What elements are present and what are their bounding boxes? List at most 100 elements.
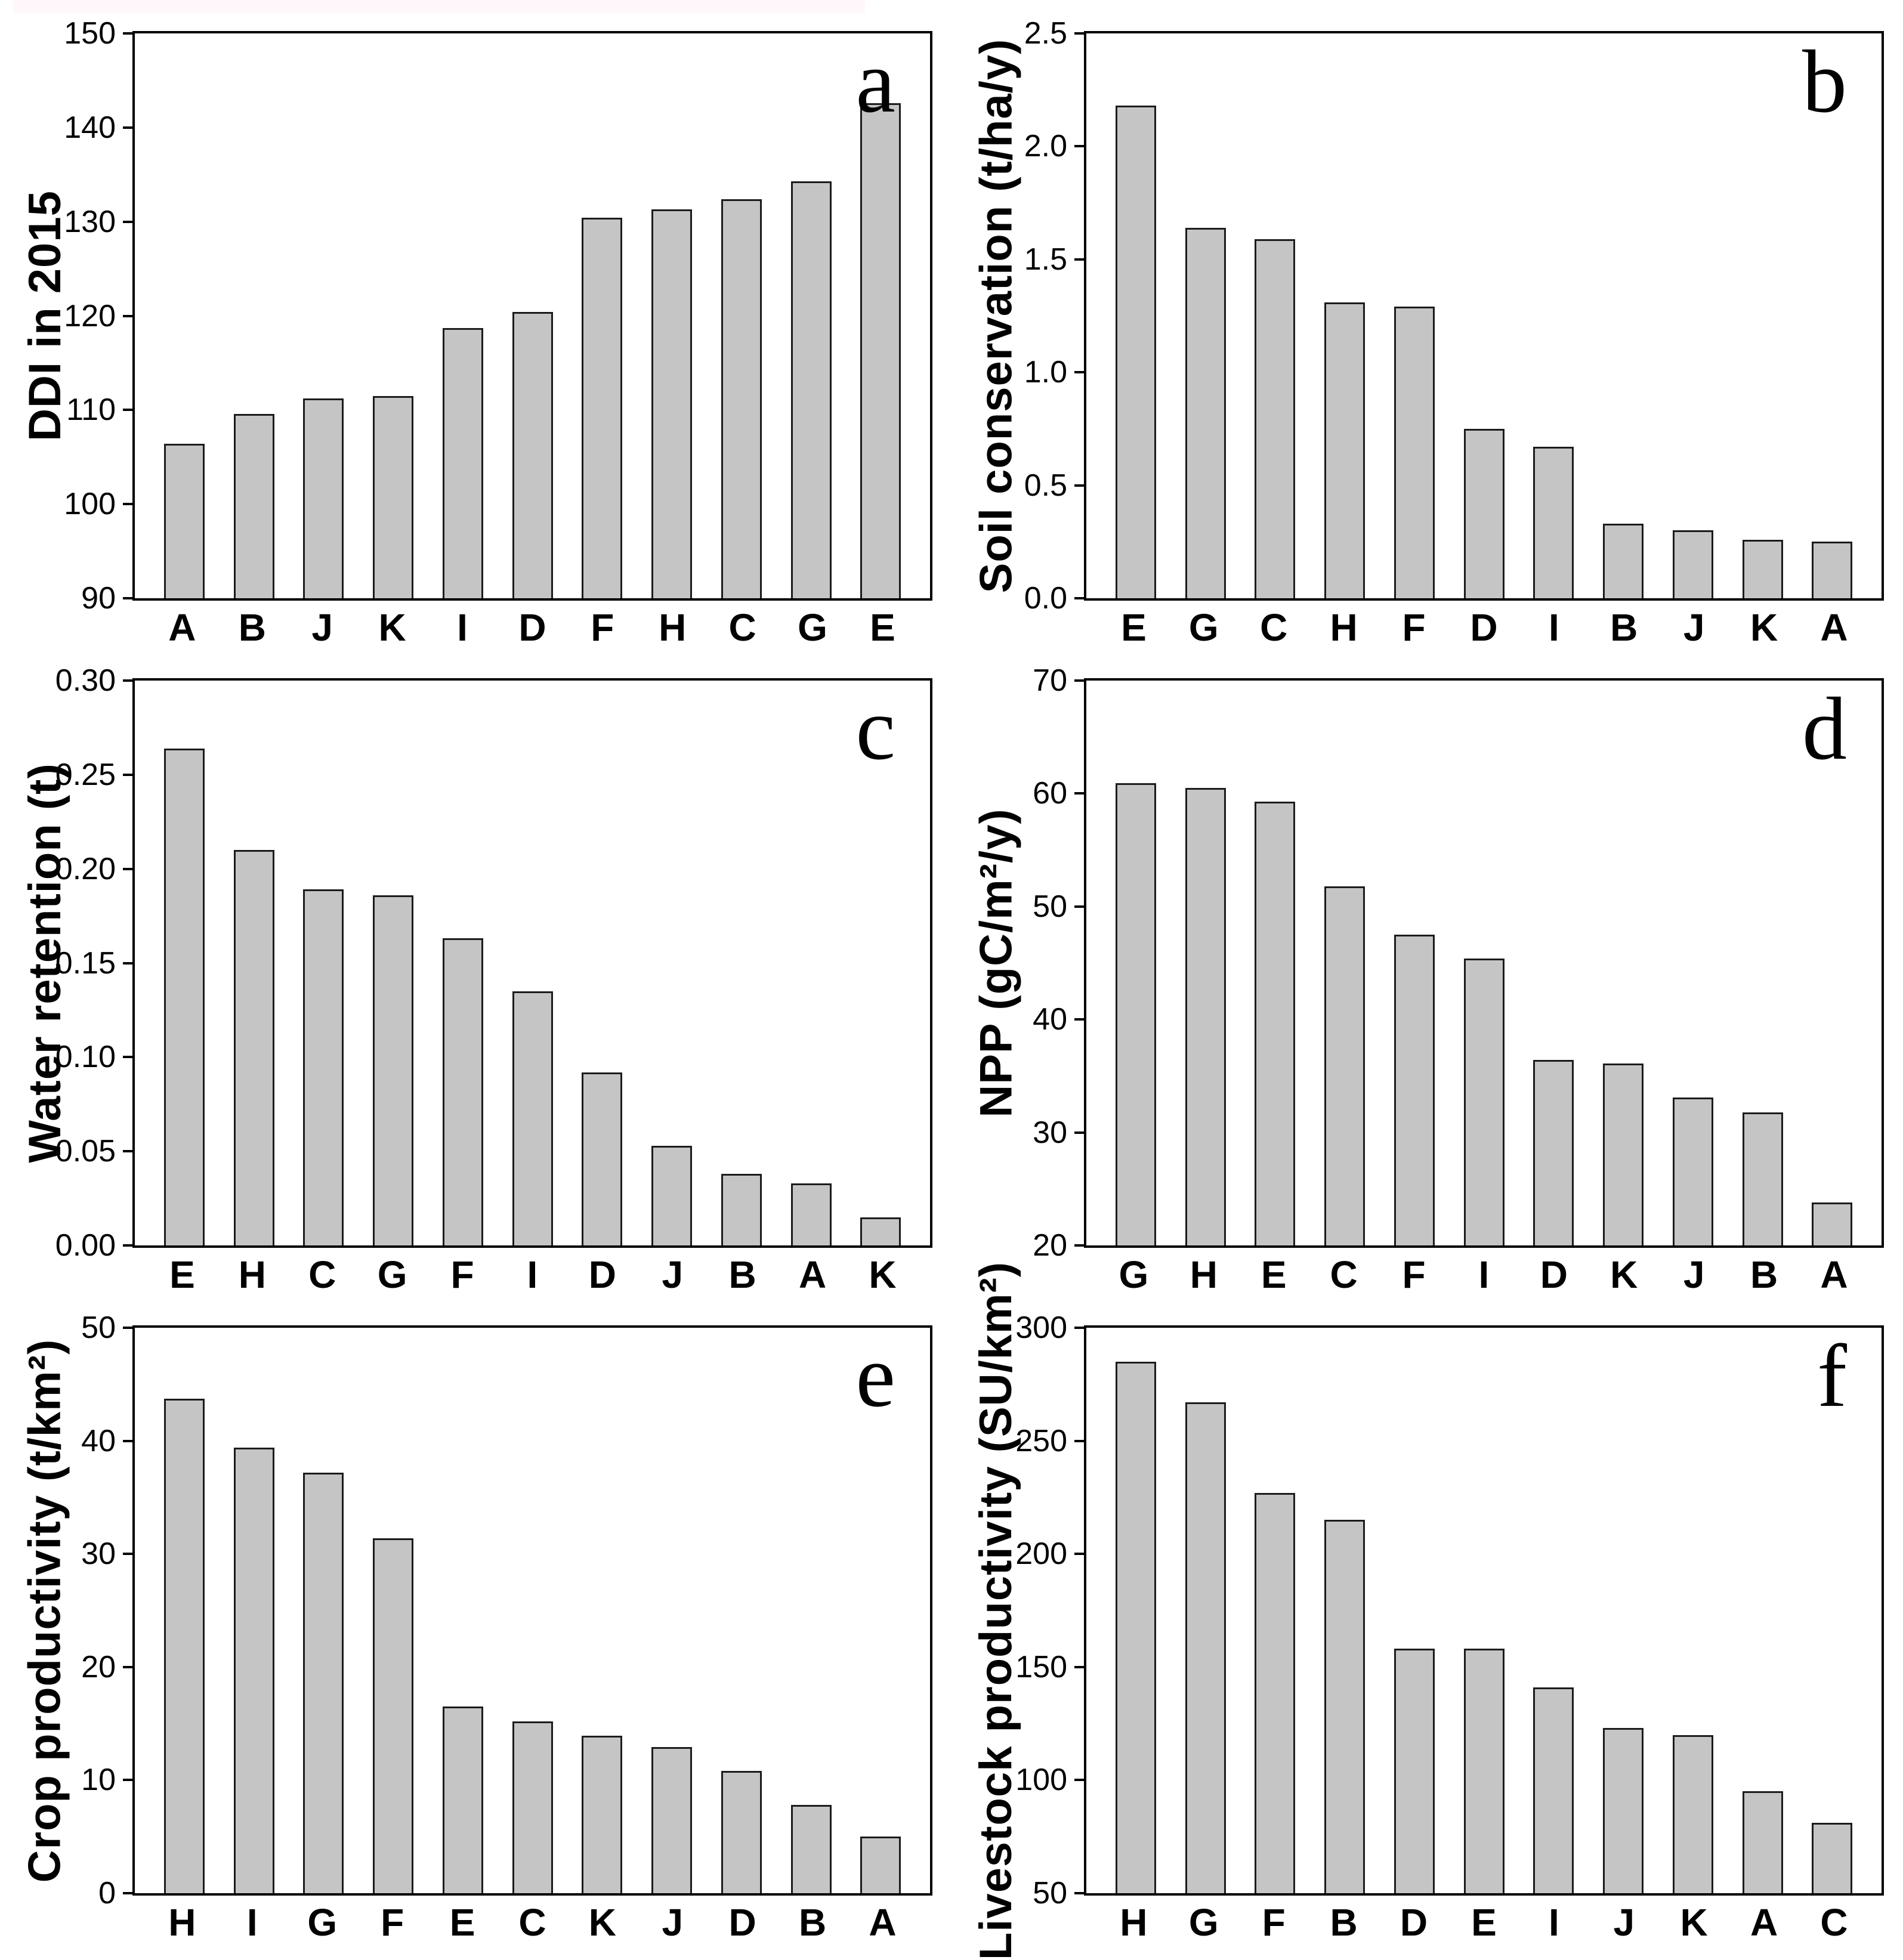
y-tick-mark <box>1074 258 1086 261</box>
x-category-label-k: K <box>1610 1253 1638 1296</box>
y-axis-title-wrap: Crop productivity (t/km²) <box>0 1325 89 1896</box>
x-category-label-k: K <box>1750 606 1778 649</box>
x-category-label-e: E <box>449 1901 475 1944</box>
bar-a <box>1812 542 1853 598</box>
plot-area-f: 50 100 150 200 250 300 f <box>1015 1312 1884 1909</box>
x-category-label-f: F <box>1262 1901 1286 1944</box>
bar-h <box>651 209 692 598</box>
bar-k <box>1672 1735 1713 1893</box>
x-category-label-i: I <box>1478 1253 1490 1296</box>
bar-g <box>373 895 413 1245</box>
bar-a <box>1812 1202 1853 1245</box>
x-category-label-h: H <box>238 1253 266 1296</box>
x-category-label-i: I <box>246 1901 258 1944</box>
x-category-label-j: J <box>1683 606 1705 649</box>
bar-b <box>1324 1520 1365 1893</box>
y-tick-mark <box>1074 1892 1086 1894</box>
bar-h <box>233 850 274 1245</box>
bar-c <box>1324 886 1365 1245</box>
plot-area-e: 0 10 20 30 40 50 e <box>81 1312 932 1909</box>
y-tick-mark <box>123 1779 135 1782</box>
bars-container <box>135 33 930 598</box>
y-tick-mark <box>123 597 135 599</box>
y-tick-mark <box>1074 1131 1086 1134</box>
x-category-label-g: G <box>307 1901 338 1944</box>
panel-letter: a <box>855 32 895 131</box>
x-category-label-k: K <box>869 1253 897 1296</box>
y-tick-mark <box>123 1553 135 1556</box>
bar-k <box>373 395 413 598</box>
y-tick-mark <box>123 1439 135 1442</box>
bar-c <box>1255 239 1296 598</box>
panel-letter: b <box>1802 32 1847 131</box>
bar-b <box>1742 1112 1783 1245</box>
bar-f <box>582 218 623 598</box>
bar-k <box>1742 539 1783 598</box>
x-category-label-b: B <box>798 1901 827 1944</box>
x-category-label-h: H <box>1190 1253 1218 1296</box>
bar-j <box>651 1747 692 1893</box>
y-tick-mark <box>123 1892 135 1894</box>
y-tick-mark <box>1074 371 1086 374</box>
x-category-label-c: C <box>1330 1253 1358 1296</box>
bar-f <box>1394 935 1435 1245</box>
bar-f <box>1255 1492 1296 1893</box>
y-tick-label: 0 <box>98 1876 116 1910</box>
x-category-label-f: F <box>450 1253 474 1296</box>
y-tick-mark <box>123 773 135 776</box>
x-category-label-k: K <box>378 606 406 649</box>
bar-e <box>1255 801 1296 1245</box>
x-category-label-g: G <box>1188 606 1219 649</box>
bar-d <box>1463 428 1505 598</box>
bar-h <box>163 1399 205 1893</box>
x-category-label-b: B <box>1330 1901 1358 1944</box>
panel-c: Water retention (t) 0.00 0.05 0.10 0.15 0.20… <box>0 647 952 1296</box>
x-category-label-g: G <box>1188 1901 1219 1944</box>
y-tick-mark <box>123 962 135 964</box>
bar-c <box>721 199 762 598</box>
x-category-label-a: A <box>1750 1901 1778 1944</box>
y-axis-title-wrap: NPP (gC/m²/y) <box>952 678 1041 1248</box>
bar-a <box>163 444 205 598</box>
y-tick-mark <box>1074 1244 1086 1247</box>
y-tick-mark <box>123 1056 135 1059</box>
y-tick-mark <box>1074 145 1086 148</box>
x-category-label-g: G <box>798 606 827 649</box>
y-tick-mark <box>1074 1779 1086 1782</box>
bar-i <box>442 328 483 598</box>
x-category-label-b: B <box>728 1253 756 1296</box>
bar-d <box>582 1072 623 1245</box>
x-category-label-j: J <box>662 1901 684 1944</box>
y-tick-mark <box>123 1244 135 1247</box>
plot-area-d: 20 30 40 50 60 70 d <box>1033 664 1884 1262</box>
bar-j <box>1603 1728 1644 1893</box>
y-tick-mark <box>123 1150 135 1153</box>
x-category-label-h: H <box>168 1901 196 1944</box>
plot-area-c: 0.00 0.05 0.10 0.15 0.20 0.25 0.30 c <box>55 664 932 1262</box>
plot-area-a: 90 100 110 120 130 140 150 a <box>64 17 932 614</box>
x-category-label-f: F <box>1402 606 1426 649</box>
x-category-label-f: F <box>381 1901 404 1944</box>
y-tick-mark <box>123 314 135 317</box>
panel-letter: d <box>1802 679 1847 778</box>
bar-g <box>1115 783 1156 1245</box>
plot-area-b: 0.0 0.5 1.0 1.5 2.0 2.5 b <box>1024 17 1884 614</box>
x-category-label-d: D <box>1540 1253 1568 1296</box>
bar-a <box>860 1837 901 1893</box>
y-tick-mark <box>123 503 135 506</box>
x-category-label-d: D <box>1470 606 1498 649</box>
panel-letter: c <box>855 679 895 778</box>
x-category-label-d: D <box>1400 1901 1428 1944</box>
y-axis-title: Soil conservation (t/ha/y) <box>971 38 1022 593</box>
bar-c <box>1812 1823 1853 1893</box>
x-category-label-h: H <box>659 606 687 649</box>
x-category-label-k: K <box>1680 1901 1708 1944</box>
x-category-label-d: D <box>518 606 546 649</box>
x-category-label-a: A <box>168 606 196 649</box>
y-axis-title-wrap: Livestock productivity (SU/km²) <box>952 1261 1041 1959</box>
x-category-label-d: D <box>588 1253 616 1296</box>
x-category-label-j: J <box>1613 1901 1635 1944</box>
bar-b <box>233 413 274 598</box>
